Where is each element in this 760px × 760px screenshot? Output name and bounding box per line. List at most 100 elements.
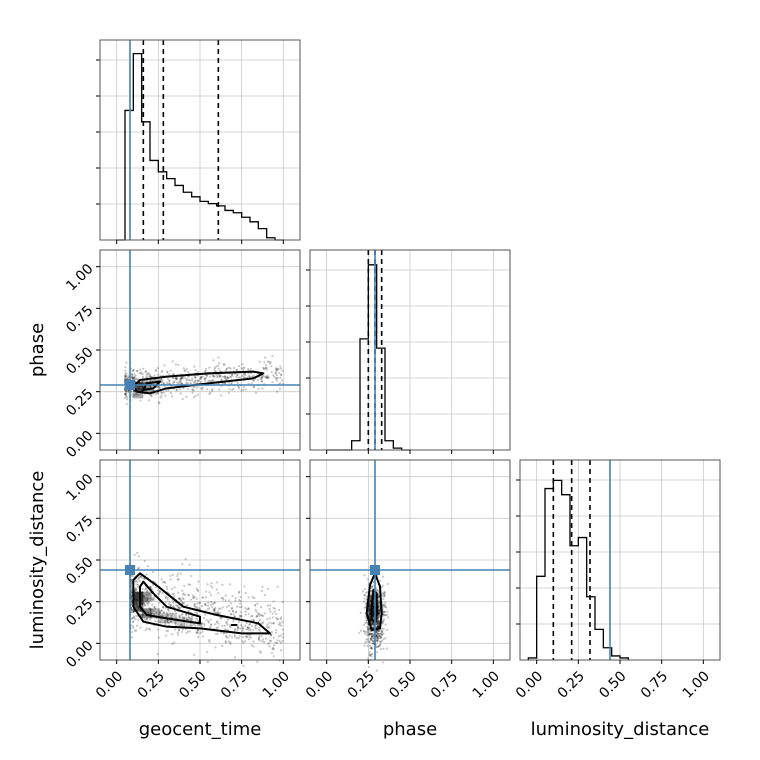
sample-point: [216, 581, 219, 584]
sample-point: [382, 613, 385, 616]
sample-point: [207, 607, 211, 610]
x-axis-label: phase: [383, 719, 437, 740]
sample-point: [377, 594, 381, 597]
sample-point: [227, 376, 230, 380]
sample-point: [179, 606, 182, 609]
sample-point: [170, 395, 174, 398]
sample-point: [150, 597, 153, 600]
sample-point: [169, 574, 172, 578]
sample-point: [383, 591, 386, 594]
sample-point: [157, 401, 160, 404]
sample-point: [145, 617, 148, 621]
sample-point: [215, 588, 218, 591]
sample-point: [376, 589, 379, 592]
sample-point: [376, 617, 380, 620]
sample-point: [190, 617, 193, 620]
sample-point: [376, 589, 379, 592]
sample-point: [370, 633, 373, 636]
panel-geocent_time-vs-phase: [123, 354, 285, 406]
sample-point: [381, 633, 384, 636]
sample-point: [162, 391, 166, 394]
sample-point: [184, 369, 187, 372]
sample-point: [376, 623, 379, 626]
sample-point: [246, 625, 249, 629]
sample-point: [172, 376, 175, 379]
sample-point: [386, 628, 389, 632]
sample-point: [184, 558, 187, 561]
sample-point: [376, 645, 379, 649]
sample-point: [376, 636, 379, 639]
sample-point: [275, 374, 278, 377]
sample-point: [234, 635, 237, 638]
sample-point: [242, 376, 245, 379]
sample-point: [179, 599, 183, 603]
sample-point: [178, 597, 181, 601]
sample-point: [175, 388, 178, 392]
sample-point: [214, 632, 218, 636]
sample-point: [131, 631, 134, 634]
sample-point: [166, 587, 169, 591]
sample-point: [362, 630, 365, 633]
sample-point: [369, 636, 373, 640]
sample-point: [376, 633, 379, 637]
sample-point: [179, 380, 182, 383]
sample-point: [220, 394, 223, 397]
sample-point: [378, 610, 381, 613]
sample-point: [132, 377, 135, 380]
sample-point: [235, 368, 238, 371]
sample-point: [132, 615, 135, 618]
sample-point: [280, 367, 283, 370]
sample-point: [272, 655, 275, 658]
sample-point: [264, 637, 268, 640]
sample-point: [131, 378, 135, 381]
sample-point: [281, 628, 284, 631]
sample-point: [253, 603, 257, 606]
sample-point: [181, 398, 184, 401]
sample-point: [143, 597, 147, 601]
sample-point: [169, 578, 172, 581]
sample-point: [160, 380, 163, 384]
sample-point: [189, 379, 192, 382]
sample-point: [208, 375, 211, 378]
sample-point: [244, 624, 247, 627]
sample-point: [136, 369, 139, 372]
sample-point: [379, 643, 382, 646]
sample-point: [163, 580, 166, 583]
sample-point: [198, 601, 202, 605]
sample-point: [370, 621, 373, 624]
sample-point: [370, 635, 374, 638]
sample-point: [371, 652, 374, 655]
sample-point: [277, 617, 280, 621]
sample-point: [143, 604, 147, 607]
sample-point: [273, 375, 276, 379]
sample-point: [265, 377, 268, 380]
sample-point: [191, 594, 195, 597]
sample-point: [182, 616, 185, 619]
sample-point: [186, 604, 189, 607]
sample-point: [131, 392, 134, 396]
sample-point: [377, 619, 380, 622]
sample-point: [282, 636, 285, 639]
sample-point: [245, 627, 248, 631]
sample-point: [186, 370, 189, 373]
sample-point: [270, 634, 273, 637]
sample-point: [376, 632, 379, 635]
sample-point: [379, 632, 382, 635]
sample-point: [281, 369, 284, 372]
sample-point: [265, 366, 268, 369]
sample-point: [134, 617, 137, 620]
sample-point: [379, 647, 383, 651]
sample-point: [194, 369, 197, 372]
sample-point: [259, 613, 263, 616]
sample-point: [376, 629, 380, 632]
sample-point: [280, 373, 283, 376]
sample-point: [166, 613, 170, 616]
sample-point: [252, 628, 255, 632]
sample-point: [362, 600, 366, 603]
density-cell: [133, 591, 144, 602]
sample-point: [155, 370, 158, 373]
sample-point: [157, 592, 161, 595]
sample-point: [191, 388, 194, 391]
sample-point: [221, 583, 224, 586]
sample-point: [200, 380, 203, 383]
